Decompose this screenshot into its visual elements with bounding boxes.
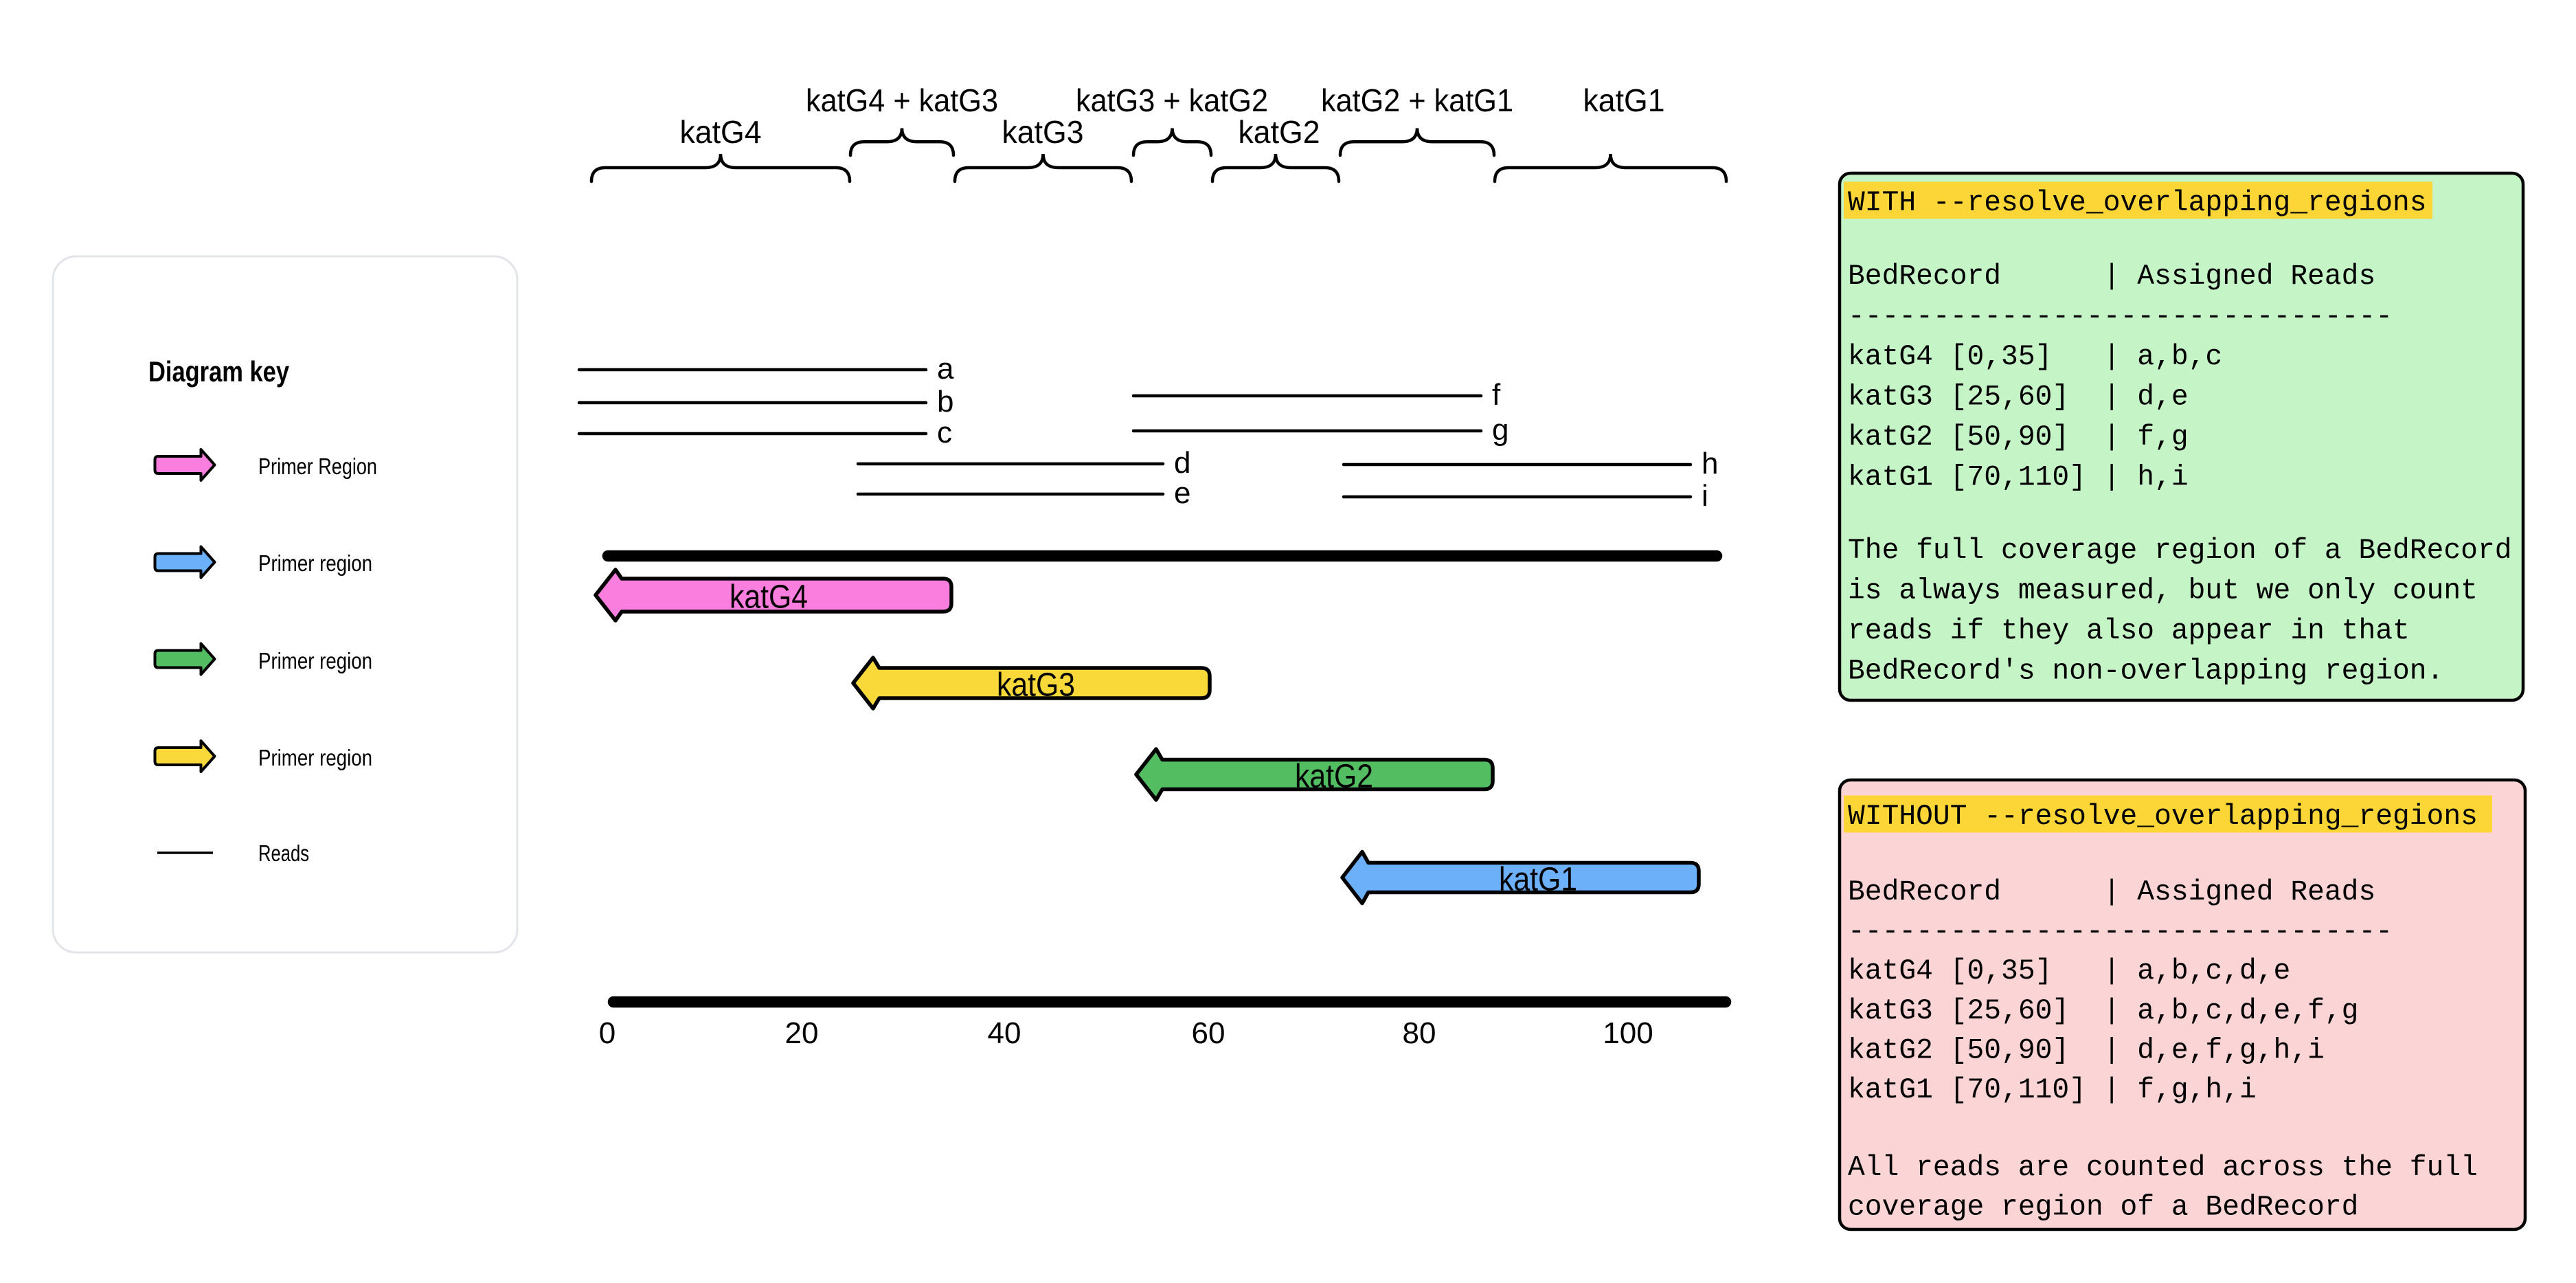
svg-text:d: d — [1174, 446, 1190, 480]
svg-text:katG2: katG2 — [1295, 759, 1373, 795]
svg-text:40: 40 — [988, 1016, 1021, 1050]
svg-text:80: 80 — [1403, 1016, 1436, 1050]
svg-text:Reads: Reads — [258, 840, 309, 866]
svg-text:h: h — [1702, 447, 1718, 480]
svg-text:BedRecord | Assigned Read: BedRecord | Assigned Reads — [1848, 261, 2375, 293]
svg-text:The full coverage region of a: The full coverage region of a BedRecord — [1848, 535, 2512, 567]
svg-text:katG1: katG1 — [1499, 862, 1577, 898]
svg-text:katG4 [0,35] | a,b,c,d,e: katG4 [0,35] | a,b,c,d,e — [1848, 956, 2290, 988]
svg-text:is always measured, but we onl: is always measured, but we only count — [1848, 576, 2478, 607]
svg-text:katG1: katG1 — [1583, 82, 1665, 118]
svg-text:Primer Region: Primer Region — [258, 454, 377, 479]
svg-text:20: 20 — [785, 1016, 819, 1050]
svg-text:katG2 [50,90] | f,g: katG2 [50,90] | f,g — [1848, 422, 2189, 454]
svg-text:coverage region of a BedRecord: coverage region of a BedRecord — [1848, 1192, 2358, 1224]
svg-text:i: i — [1702, 479, 1708, 513]
svg-text:katG2 + katG1: katG2 + katG1 — [1321, 82, 1513, 118]
svg-text:katG1 [70,110] | f,g,h,i: katG1 [70,110] | f,g,h,i — [1848, 1075, 2257, 1106]
svg-text:BedRecord | Assigned Read: BedRecord | Assigned Reads — [1848, 877, 2375, 908]
svg-text:Primer region: Primer region — [258, 745, 372, 770]
svg-text:All reads are counted across t: All reads are counted across the full — [1848, 1152, 2478, 1184]
svg-text:katG2 [50,90] | d,e,f,g,h,i: katG2 [50,90] | d,e,f,g,h,i — [1848, 1035, 2325, 1067]
svg-text:katG4 [0,35] | a,b,c: katG4 [0,35] | a,b,c — [1848, 342, 2222, 373]
svg-text:100: 100 — [1603, 1016, 1653, 1050]
svg-text:katG1 [70,110] | h,i: katG1 [70,110] | h,i — [1848, 462, 2189, 494]
svg-text:katG3 + katG2: katG3 + katG2 — [1076, 82, 1268, 118]
svg-text:katG2: katG2 — [1239, 114, 1320, 150]
svg-text:reads if they also appear in t: reads if they also appear in that — [1848, 616, 2410, 647]
svg-text:e: e — [1174, 476, 1190, 510]
svg-text:katG3: katG3 — [1002, 114, 1084, 150]
svg-text:katG4: katG4 — [730, 579, 808, 616]
svg-text:katG3 [25,60] | a,b,c,d,e,f,g: katG3 [25,60] | a,b,c,d,e,f,g — [1848, 996, 2358, 1027]
svg-text:b: b — [937, 385, 953, 419]
svg-text:0: 0 — [599, 1016, 615, 1050]
svg-text:katG3 [25,60] | d,e: katG3 [25,60] | d,e — [1848, 382, 2189, 414]
svg-text:katG4 + katG3: katG4 + katG3 — [806, 82, 998, 118]
svg-text:------------------------------: -------------------------------- — [1848, 917, 2393, 948]
svg-text:katG3: katG3 — [997, 667, 1075, 704]
svg-text:WITH --resolve_overlapping_reg: WITH --resolve_overlapping_regions — [1848, 188, 2427, 219]
svg-text:Primer region: Primer region — [258, 550, 372, 576]
svg-text:Diagram key: Diagram key — [148, 355, 290, 388]
svg-text:Primer region: Primer region — [258, 648, 372, 673]
svg-text:60: 60 — [1192, 1016, 1225, 1050]
svg-text:c: c — [937, 416, 952, 449]
svg-text:------------------------------: -------------------------------- — [1848, 302, 2393, 333]
svg-text:a: a — [937, 352, 954, 386]
svg-text:g: g — [1492, 413, 1509, 447]
svg-text:f: f — [1492, 378, 1501, 412]
svg-text:BedRecord's non-overlapping re: BedRecord's non-overlapping region. — [1848, 656, 2443, 688]
svg-text:WITHOUT --resolve_overlapping_: WITHOUT --resolve_overlapping_regions — [1848, 801, 2478, 833]
svg-text:katG4: katG4 — [680, 114, 762, 150]
